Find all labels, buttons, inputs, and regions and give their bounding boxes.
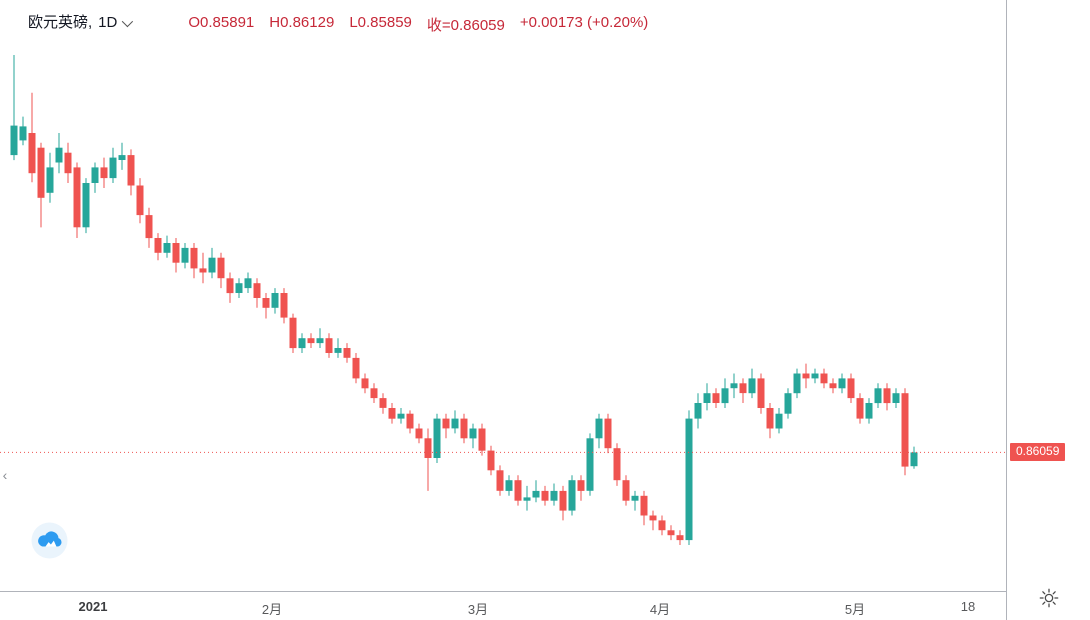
- time-axis-label: 3月: [467, 602, 489, 617]
- chart-legend: 欧元英磅, 1D O0.85891 H0.86129 L0.85859 收=0.…: [28, 11, 663, 35]
- close-value: 收=0.86059: [426, 17, 505, 34]
- time-axis[interactable]: 2021 2月 3月 4月 5月 18: [0, 591, 1090, 620]
- time-axis-label: 2021: [78, 599, 108, 614]
- change-value: +0.00173 (+0.20%): [519, 14, 649, 31]
- interval-selector[interactable]: 1D: [98, 14, 118, 31]
- chevron-down-icon[interactable]: [122, 15, 134, 28]
- chart-pane[interactable]: [0, 0, 1006, 591]
- time-axis-label: 4月: [649, 602, 671, 617]
- time-axis-label: 18: [960, 599, 976, 614]
- collapse-panel-arrow[interactable]: ‹: [2, 467, 8, 483]
- price-axis[interactable]: [1006, 0, 1090, 620]
- settings-sun-icon[interactable]: [1038, 587, 1060, 609]
- open-value: O0.85891: [188, 14, 255, 31]
- ohlc-values: O0.85891 H0.86129 L0.85859 收=0.86059 +0.…: [188, 14, 663, 35]
- time-axis-label: 5月: [844, 602, 866, 617]
- high-value: H0.86129: [269, 14, 335, 31]
- time-axis-label: 2月: [261, 602, 283, 617]
- candles-svg[interactable]: [0, 0, 1006, 591]
- cloud-logo-icon: [31, 522, 68, 559]
- last-price-label: 0.86059: [1010, 443, 1066, 461]
- tradingview-logo[interactable]: [31, 522, 68, 559]
- low-value: L0.85859: [349, 14, 412, 31]
- symbol-title[interactable]: 欧元英磅,: [28, 14, 93, 31]
